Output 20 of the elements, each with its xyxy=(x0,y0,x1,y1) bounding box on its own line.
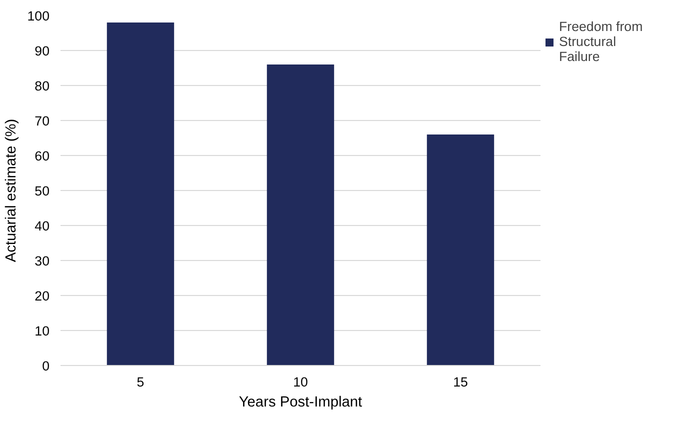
y-tick-label: 80 xyxy=(34,78,50,94)
y-tick-label: 70 xyxy=(34,114,50,128)
x-tick-label: 5 xyxy=(136,374,144,390)
y-tick-label: 50 xyxy=(34,184,50,198)
bar xyxy=(266,64,334,366)
x-tick-label: 10 xyxy=(293,374,308,390)
y-tick-label: 0 xyxy=(42,358,50,374)
y-axis-title: Actuarial estimate (%) xyxy=(3,118,20,262)
y-tick-label: 20 xyxy=(34,288,50,304)
y-tick-label: 40 xyxy=(34,218,50,234)
y-tick-label: 100 xyxy=(27,8,50,24)
x-axis-title: Years Post-Implant xyxy=(238,394,362,410)
y-tick-label: 30 xyxy=(34,254,50,268)
bar xyxy=(426,134,494,366)
y-tick-label: 60 xyxy=(34,148,50,164)
x-tick-label: 15 xyxy=(453,374,468,390)
legend-label: Freedom from Structural Failure xyxy=(559,19,643,64)
y-tick-label: 90 xyxy=(34,44,50,58)
y-tick-label: 10 xyxy=(34,324,50,338)
bar xyxy=(106,22,174,366)
